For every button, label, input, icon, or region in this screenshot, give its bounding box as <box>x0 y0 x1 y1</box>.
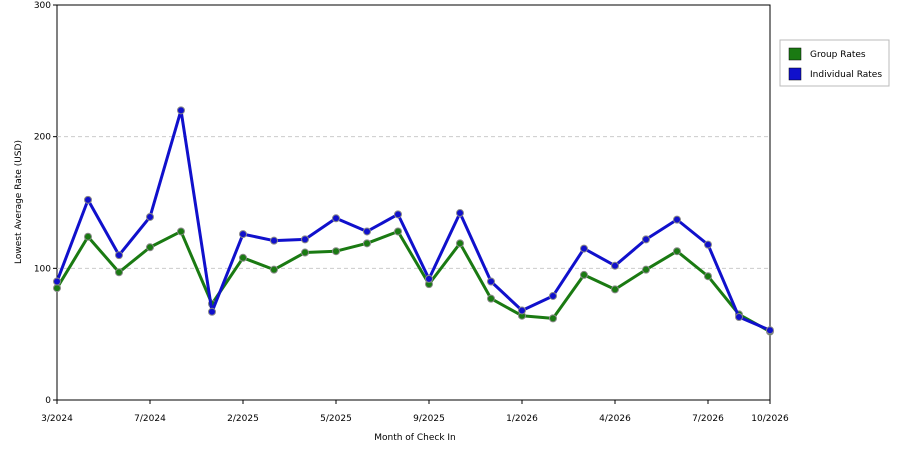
y-tick-label: 200 <box>34 133 51 143</box>
x-tick-label: 7/2026 <box>692 414 724 424</box>
point <box>394 227 402 236</box>
x-tick-label: 9/2025 <box>413 414 445 424</box>
y-tick-label: 100 <box>34 264 51 274</box>
point <box>549 291 557 300</box>
point <box>177 227 185 236</box>
legend-label: Group Rates <box>810 50 866 60</box>
x-tick-label: 3/2024 <box>41 414 73 424</box>
point <box>549 314 557 323</box>
point <box>301 235 309 244</box>
x-axis-label: Month of Check In <box>374 433 456 443</box>
point <box>735 313 743 322</box>
point <box>487 294 495 303</box>
point <box>84 232 92 241</box>
point <box>146 212 154 221</box>
point <box>456 239 464 248</box>
y-tick-label: 300 <box>34 1 51 11</box>
x-tick-label: 5/2025 <box>320 414 352 424</box>
point <box>766 326 774 335</box>
point <box>332 247 340 256</box>
point <box>518 306 526 315</box>
point <box>580 244 588 253</box>
point <box>115 251 123 260</box>
point <box>270 236 278 245</box>
point <box>115 268 123 277</box>
point <box>332 214 340 223</box>
x-tick-label: 4/2026 <box>599 414 631 424</box>
series-line <box>55 108 771 332</box>
series-line <box>55 229 771 333</box>
point <box>301 248 309 257</box>
point <box>363 227 371 236</box>
point <box>456 209 464 218</box>
point <box>270 265 278 274</box>
point <box>642 235 650 244</box>
point <box>611 261 619 270</box>
point <box>425 274 433 283</box>
point <box>363 239 371 248</box>
point <box>146 243 154 252</box>
y-tick-label: 0 <box>45 396 51 406</box>
legend-swatch <box>788 47 802 61</box>
point <box>208 307 216 316</box>
point <box>487 277 495 286</box>
legend-swatch <box>788 67 802 81</box>
point <box>239 230 247 239</box>
point <box>394 210 402 219</box>
point <box>53 284 61 293</box>
point <box>611 285 619 294</box>
point <box>84 195 92 204</box>
point <box>580 270 588 279</box>
x-tick-label: 1/2026 <box>506 414 538 424</box>
point <box>673 247 681 256</box>
point <box>53 277 61 286</box>
point <box>642 265 650 274</box>
x-tick-label: 2/2025 <box>227 414 259 424</box>
point <box>673 215 681 224</box>
point <box>177 106 185 115</box>
y-axis-label: Lowest Average Rate (USD) <box>14 140 24 264</box>
x-tick-label: 7/2024 <box>134 414 166 424</box>
x-tick-label: 10/2026 <box>751 414 789 424</box>
point <box>239 253 247 262</box>
legend-label: Individual Rates <box>810 70 882 80</box>
plot-area <box>56 4 771 401</box>
point <box>704 240 712 249</box>
point <box>704 272 712 281</box>
